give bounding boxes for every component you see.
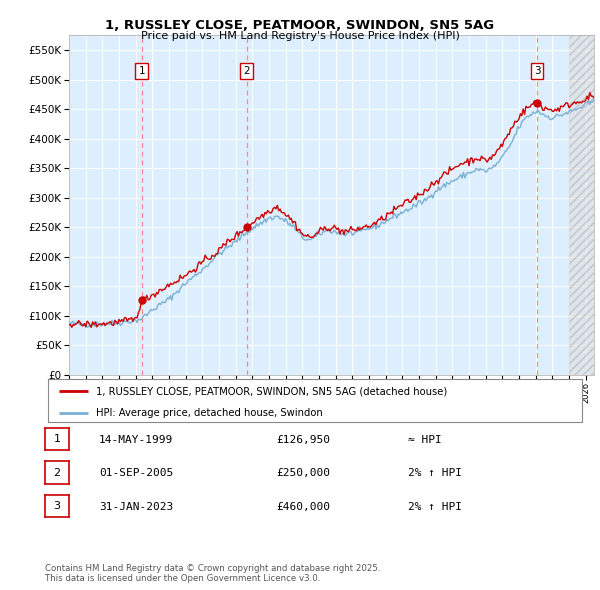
Text: ≈ HPI: ≈ HPI	[408, 435, 442, 444]
Bar	[569, 35, 594, 375]
Text: 3: 3	[533, 66, 541, 76]
Text: 14-MAY-1999: 14-MAY-1999	[99, 435, 173, 444]
Text: 1: 1	[139, 66, 145, 76]
Text: 1: 1	[53, 434, 61, 444]
Text: 31-JAN-2023: 31-JAN-2023	[99, 502, 173, 512]
Text: 2% ↑ HPI: 2% ↑ HPI	[408, 468, 462, 478]
Text: 2: 2	[53, 468, 61, 477]
Text: £460,000: £460,000	[276, 502, 330, 512]
Text: 01-SEP-2005: 01-SEP-2005	[99, 468, 173, 478]
Text: £126,950: £126,950	[276, 435, 330, 444]
Text: Price paid vs. HM Land Registry's House Price Index (HPI): Price paid vs. HM Land Registry's House …	[140, 31, 460, 41]
Text: HPI: Average price, detached house, Swindon: HPI: Average price, detached house, Swin…	[96, 408, 323, 418]
Text: 2% ↑ HPI: 2% ↑ HPI	[408, 502, 462, 512]
Text: Contains HM Land Registry data © Crown copyright and database right 2025.
This d: Contains HM Land Registry data © Crown c…	[45, 563, 380, 583]
Text: 3: 3	[53, 502, 61, 511]
Text: 1, RUSSLEY CLOSE, PEATMOOR, SWINDON, SN5 5AG (detached house): 1, RUSSLEY CLOSE, PEATMOOR, SWINDON, SN5…	[96, 386, 448, 396]
Text: £250,000: £250,000	[276, 468, 330, 478]
Text: 2: 2	[244, 66, 250, 76]
Text: 1, RUSSLEY CLOSE, PEATMOOR, SWINDON, SN5 5AG: 1, RUSSLEY CLOSE, PEATMOOR, SWINDON, SN5…	[106, 19, 494, 32]
